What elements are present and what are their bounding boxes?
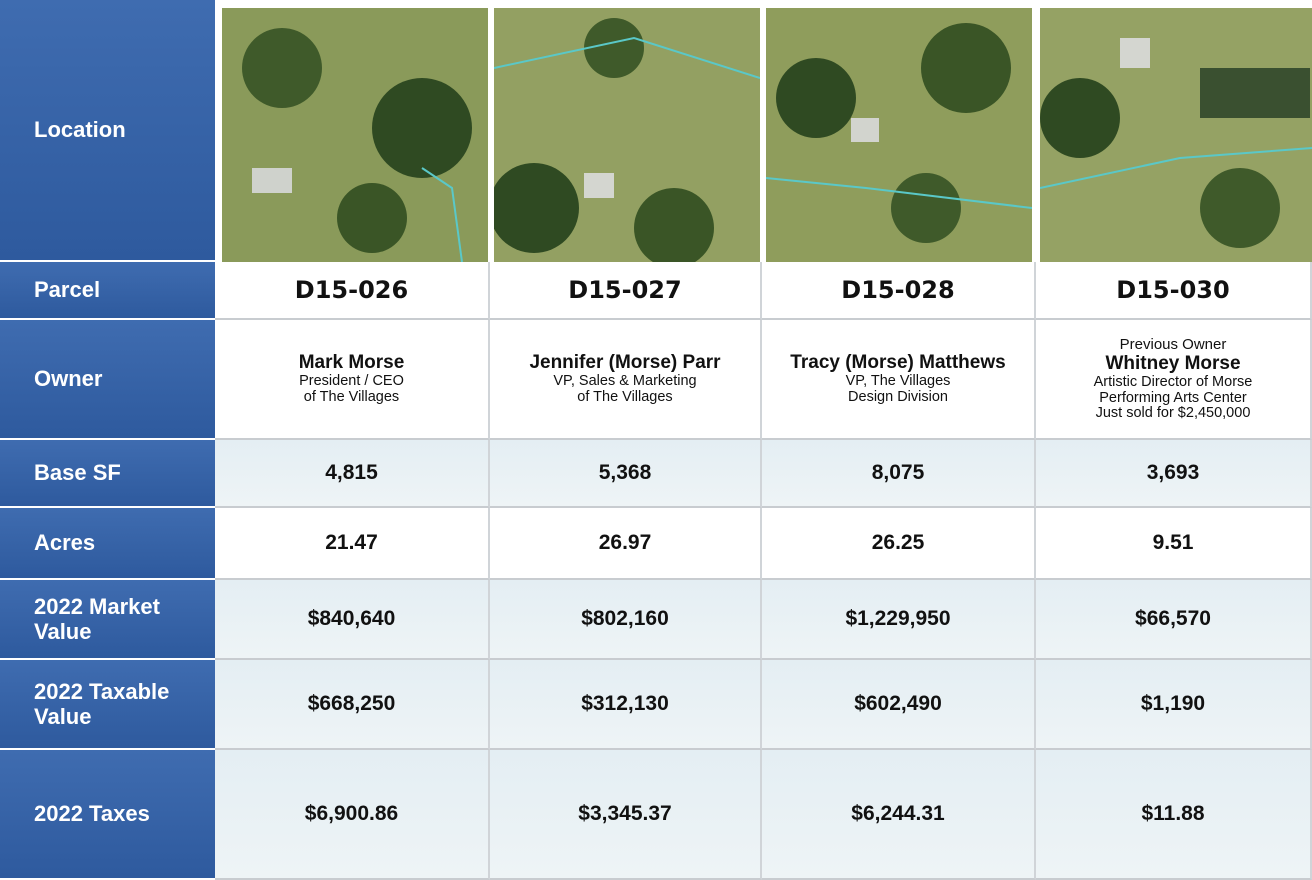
table-cell: 4,815 [215,440,490,508]
table-cell: 21.47 [215,508,490,580]
row-label: 2022 Taxable Value [0,660,215,750]
table-cell: D15-028 [762,262,1036,320]
table-cell: $66,570 [1036,580,1312,660]
owner-name: Whitney Morse [1105,353,1240,375]
table-cell: D15-026 [215,262,490,320]
table-cell: $3,345.37 [490,750,762,880]
table-cell: $668,250 [215,660,490,750]
table-cell: $802,160 [490,580,762,660]
aerial-photo [1040,8,1312,262]
row-label: 2022 Taxes [0,750,215,880]
table-cell: $1,229,950 [762,580,1036,660]
row-label: Base SF [0,440,215,508]
table-cell: D15-030 [1036,262,1312,320]
row-label: 2022 Market Value [0,580,215,660]
owner-name: Jennifer (Morse) Parr [529,352,720,374]
table-cell: 8,075 [762,440,1036,508]
table-cell: $840,640 [215,580,490,660]
page: {"table": {"rows": [ {"label": "Location… [0,0,1312,880]
owner-name: Tracy (Morse) Matthews [790,352,1005,374]
row-label: Acres [0,508,215,580]
table-cell: $6,244.31 [762,750,1036,880]
table-cell: $6,900.86 [215,750,490,880]
owner-title: President / CEO [299,374,404,390]
table-cell: 3,693 [1036,440,1312,508]
owner-title: of The Villages [577,390,672,406]
table-cell: 26.25 [762,508,1036,580]
owner-title: of The Villages [304,390,399,406]
aerial-photo [222,8,488,262]
row-label: Location [0,0,215,262]
owner-title: Artistic Director of Morse [1094,375,1253,391]
table-cell: 9.51 [1036,508,1312,580]
owner-title: Just sold for $2,450,000 [1096,406,1251,422]
table-cell: $602,490 [762,660,1036,750]
owner-title: Performing Arts Center [1099,391,1246,407]
row-label: Parcel [0,262,215,320]
owner-name: Mark Morse [299,352,405,374]
table-cell: D15-027 [490,262,762,320]
aerial-photo [494,8,760,262]
owner-title: Design Division [848,390,948,406]
owner-title: VP, The Villages [846,374,951,390]
owner-note: Previous Owner [1120,336,1227,353]
table-cell: 5,368 [490,440,762,508]
row-label: Owner [0,320,215,440]
table-cell: $1,190 [1036,660,1312,750]
aerial-photo [766,8,1032,262]
table-cell: 26.97 [490,508,762,580]
table-cell: $11.88 [1036,750,1312,880]
table-cell: $312,130 [490,660,762,750]
owner-title: VP, Sales & Marketing [553,374,696,390]
